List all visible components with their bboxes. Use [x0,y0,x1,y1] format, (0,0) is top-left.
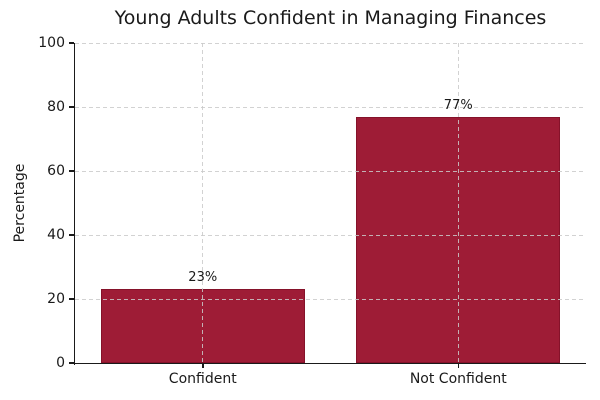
y-tick-mark [69,298,74,300]
y-axis-spine [73,43,75,365]
gridline-h [75,234,586,236]
y-tick-mark [69,106,74,108]
gridline-v [457,43,459,363]
y-tick-label: 60 [47,163,65,179]
y-tick-label: 20 [47,291,65,307]
gridline-h [75,106,586,108]
value-label-confident: 23% [188,270,218,286]
x-category-label-confident: Confident [168,371,237,387]
y-tick-mark [69,42,74,44]
y-tick-mark [69,234,74,236]
y-tick-label: 80 [47,99,65,115]
chart-title: Young Adults Confident in Managing Finan… [114,7,547,29]
y-tick-label: 0 [56,355,65,371]
y-tick-mark [69,362,74,364]
x-category-label-not-confident: Not Confident [409,371,507,387]
gridline-h [75,298,586,300]
plot-area: 0 20 40 60 80 100 23% Confident 77% Not Confident [38,35,586,387]
y-tick-label: 40 [47,227,65,243]
x-tick-mark [202,364,204,368]
gridline-h [75,170,586,172]
gridline-v [202,43,204,363]
y-tick-label: 100 [38,35,65,51]
value-label-not-confident: 77% [443,97,473,113]
gridline-h [75,42,586,44]
x-tick-mark [457,364,459,368]
x-axis-spine [73,362,586,365]
y-tick-mark [69,170,74,172]
